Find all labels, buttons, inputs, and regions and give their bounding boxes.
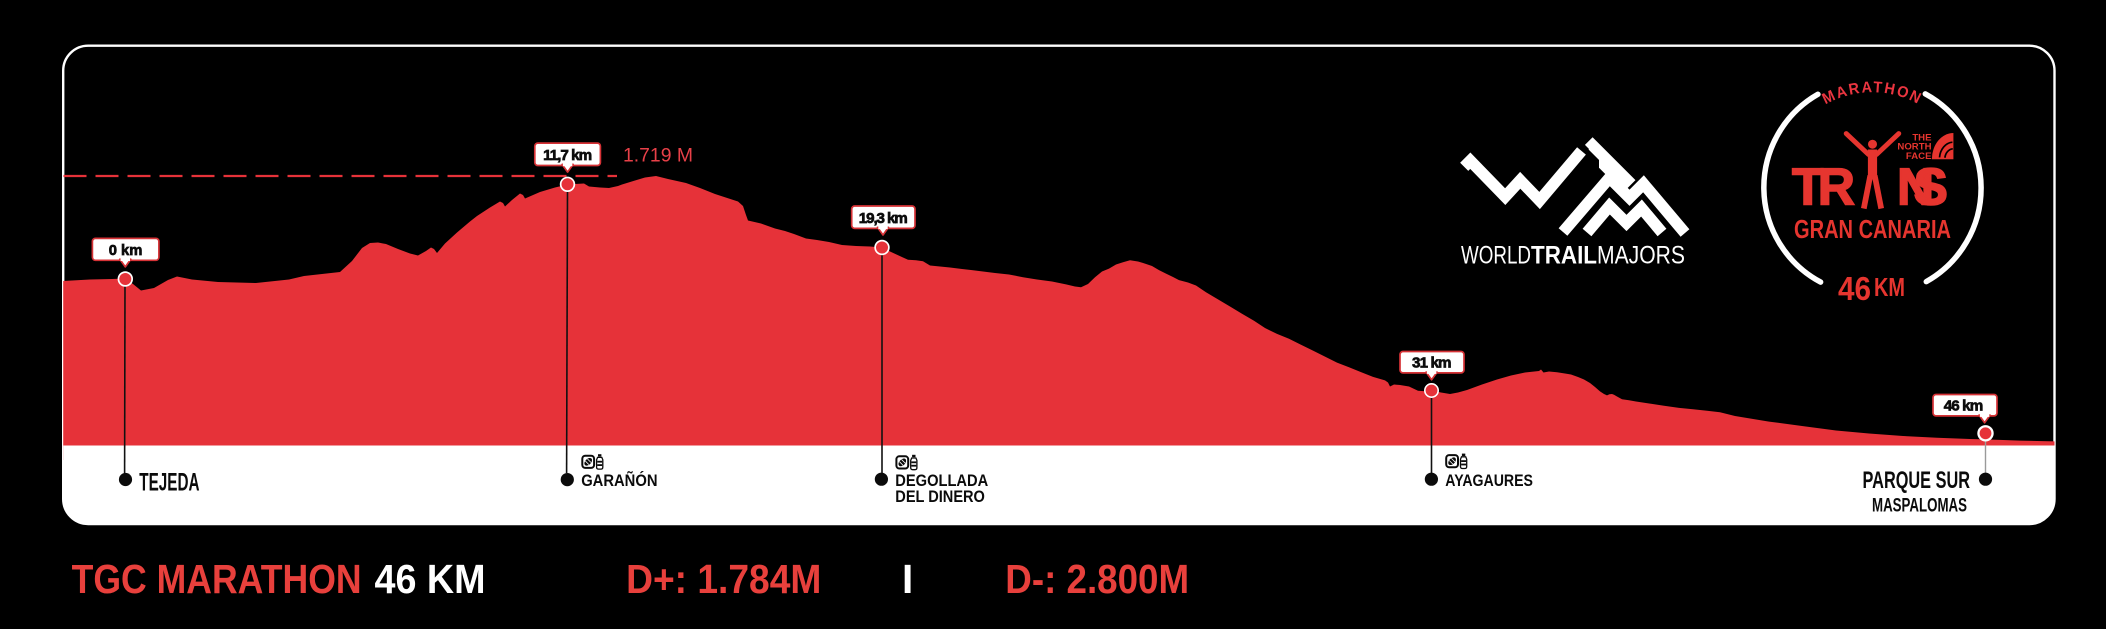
svg-text:D-: 2.800M: D-: 2.800M xyxy=(1005,556,1189,602)
svg-text:NS: NS xyxy=(1897,158,1949,216)
svg-text:11,7 km: 11,7 km xyxy=(543,147,592,164)
svg-text:GARAÑÓN: GARAÑÓN xyxy=(581,470,657,490)
svg-text:46 km: 46 km xyxy=(1944,398,1984,415)
svg-text:0 km: 0 km xyxy=(109,243,143,259)
svg-text:I: I xyxy=(902,556,913,602)
svg-text:GRAN CANARIA: GRAN CANARIA xyxy=(1794,216,1951,244)
svg-text:TEJEDA: TEJEDA xyxy=(139,469,199,497)
svg-text:FACE: FACE xyxy=(1906,151,1932,162)
svg-text:D+: 1.784M: D+: 1.784M xyxy=(626,556,821,602)
svg-text:KM: KM xyxy=(1874,272,1905,302)
svg-text:TR: TR xyxy=(1792,158,1856,216)
svg-text:46 KM: 46 KM xyxy=(375,556,486,602)
svg-text:1.719 M: 1.719 M xyxy=(623,144,693,166)
svg-text:TRAIL: TRAIL xyxy=(1531,242,1597,270)
svg-text:DEGOLLADA: DEGOLLADA xyxy=(895,471,988,490)
svg-text:MAJORS: MAJORS xyxy=(1597,242,1685,270)
svg-text:DEL DINERO: DEL DINERO xyxy=(895,487,985,506)
svg-text:THE: THE xyxy=(1912,132,1932,143)
svg-text:MASPALOMAS: MASPALOMAS xyxy=(1872,495,1967,517)
svg-text:AYAGAURES: AYAGAURES xyxy=(1445,471,1533,490)
svg-text:TGC MARATHON: TGC MARATHON xyxy=(72,556,362,602)
svg-text:WORLD: WORLD xyxy=(1461,242,1531,270)
svg-text:PARQUE SUR: PARQUE SUR xyxy=(1863,468,1971,494)
svg-text:46: 46 xyxy=(1838,270,1871,307)
svg-text:NORTH: NORTH xyxy=(1897,141,1931,152)
svg-text:19,3 km: 19,3 km xyxy=(859,210,908,227)
svg-text:31 km: 31 km xyxy=(1412,355,1452,372)
